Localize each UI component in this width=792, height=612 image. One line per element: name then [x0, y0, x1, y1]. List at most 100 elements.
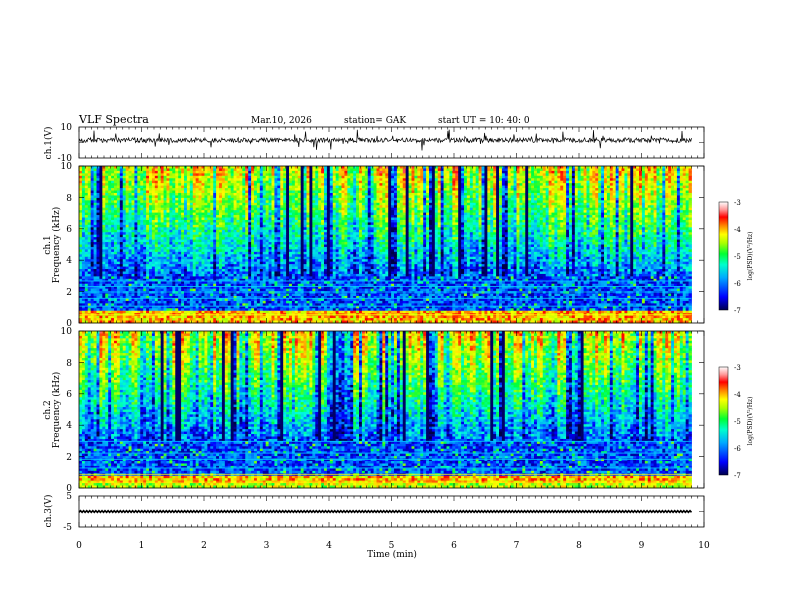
spectrogram-cell	[592, 180, 596, 184]
spectrogram-cell	[143, 166, 147, 169]
spectrogram-cell	[291, 217, 296, 221]
spectrogram-cell	[388, 197, 392, 201]
spectrogram-cell	[300, 185, 304, 189]
spectrogram-cell	[184, 173, 188, 177]
spectrogram-cell	[230, 168, 234, 172]
spectrogram-cell	[131, 183, 135, 187]
spectrogram-cell	[650, 197, 654, 201]
spectrogram-cell	[682, 166, 687, 169]
spectrogram-cell	[551, 170, 555, 174]
spectrogram-cell	[633, 219, 637, 223]
spectrogram-cell	[446, 222, 450, 226]
spectrogram-cell	[329, 205, 334, 209]
spectrogram-cell	[303, 168, 307, 172]
spectrogram-cell	[131, 207, 135, 211]
spectrogram-cell	[519, 215, 523, 218]
spectrogram-cell	[647, 183, 652, 187]
spectrogram-cell	[516, 210, 520, 214]
spectrogram-cell	[154, 168, 159, 172]
spectrogram-cell	[291, 212, 296, 216]
spectrogram-cell	[326, 170, 331, 174]
spectrogram-cell	[665, 212, 669, 216]
spectrogram-cell	[329, 219, 334, 223]
spectrogram-cell	[157, 190, 162, 194]
spectrogram-cell	[157, 178, 162, 182]
spectrogram-cell	[583, 219, 587, 223]
spectrogram-cell	[534, 217, 538, 221]
spectrogram-cell	[423, 202, 427, 206]
spectrogram-cell	[604, 215, 608, 218]
spectrogram-cell	[210, 205, 214, 209]
spectrogram-cell	[674, 195, 678, 199]
spectrogram-cell	[338, 207, 342, 211]
spectrogram-cell	[539, 178, 544, 182]
spectrogram-cell	[367, 175, 372, 179]
spectrogram-cell	[676, 175, 681, 179]
spectrogram-cell	[621, 212, 625, 216]
spectrogram-cell	[688, 188, 692, 191]
spectrogram-cell	[239, 195, 243, 199]
spectrogram-cell	[601, 219, 605, 223]
spectrogram-cell	[682, 175, 687, 179]
spectrogram-cell	[204, 210, 208, 214]
spectrogram-cell	[329, 217, 334, 221]
spectrogram-cell	[405, 183, 409, 187]
spectrogram-cell	[589, 173, 593, 177]
start-time-label: start UT = 10: 40: 0	[438, 116, 530, 126]
spectrogram-cell	[99, 166, 103, 169]
spectrogram-cell	[586, 175, 590, 179]
spectrogram-cell	[478, 219, 482, 223]
spectrogram-cell	[289, 168, 293, 172]
spectrogram-cell	[93, 219, 97, 223]
spectrogram-cell	[291, 195, 296, 199]
spectrogram-cell	[598, 185, 602, 189]
spectrogram-cell	[394, 190, 398, 194]
spectrogram-cell	[639, 202, 643, 206]
spectrogram-cell	[685, 166, 689, 169]
spectrogram-cell	[216, 207, 220, 211]
spectrogram-cell	[119, 173, 124, 177]
spectrogram-cell	[580, 197, 584, 201]
spectrogram-cell	[87, 217, 92, 221]
spectrogram-cell	[265, 180, 269, 184]
spectrogram-cell	[402, 212, 407, 216]
spectrogram-cell	[251, 212, 255, 216]
spectrogram-cell	[504, 207, 509, 211]
spectrogram-cell	[402, 170, 407, 174]
spectrogram-cell	[376, 192, 380, 196]
spectrogram-cell	[402, 183, 407, 187]
spectrogram-cell	[189, 205, 194, 209]
spectrogram-cell	[221, 173, 226, 177]
spectrogram-cell	[108, 222, 112, 226]
spectrogram-cell	[361, 195, 366, 199]
spectrogram-cell	[534, 173, 538, 177]
spectrogram-cell	[440, 166, 444, 169]
spectrogram-cell	[259, 202, 264, 206]
spectrogram-cell	[429, 183, 433, 187]
spectrogram-cell	[487, 190, 491, 194]
spectrogram-cell	[163, 217, 167, 221]
spectrogram-cell	[370, 195, 374, 199]
spectrogram-cell	[315, 212, 319, 216]
spectrogram-cell	[569, 195, 573, 199]
spectrogram-cell	[548, 170, 552, 174]
spectrogram-cell	[641, 173, 646, 177]
spectrogram-cell	[414, 215, 418, 218]
spectrogram-cell	[370, 205, 374, 209]
spectrogram-cell	[396, 178, 401, 182]
spectrogram-cell	[423, 183, 427, 187]
spectrogram-cell	[79, 202, 83, 206]
spectrogram-cell	[259, 200, 264, 204]
spectrogram-cell	[458, 205, 462, 209]
spectrogram-cell	[659, 205, 663, 209]
spectrogram-cell	[116, 205, 121, 209]
spectrogram-cell	[116, 180, 121, 184]
spectrogram-cell	[621, 175, 625, 179]
spectrogram-cell	[361, 219, 366, 223]
spectrogram-cell	[93, 183, 97, 187]
spectrogram-cell	[294, 212, 299, 216]
spectrogram-cell	[254, 190, 258, 194]
spectrogram-cell	[595, 185, 599, 189]
spectrogram-cell	[571, 173, 576, 177]
spectrogram-cell	[81, 168, 86, 172]
